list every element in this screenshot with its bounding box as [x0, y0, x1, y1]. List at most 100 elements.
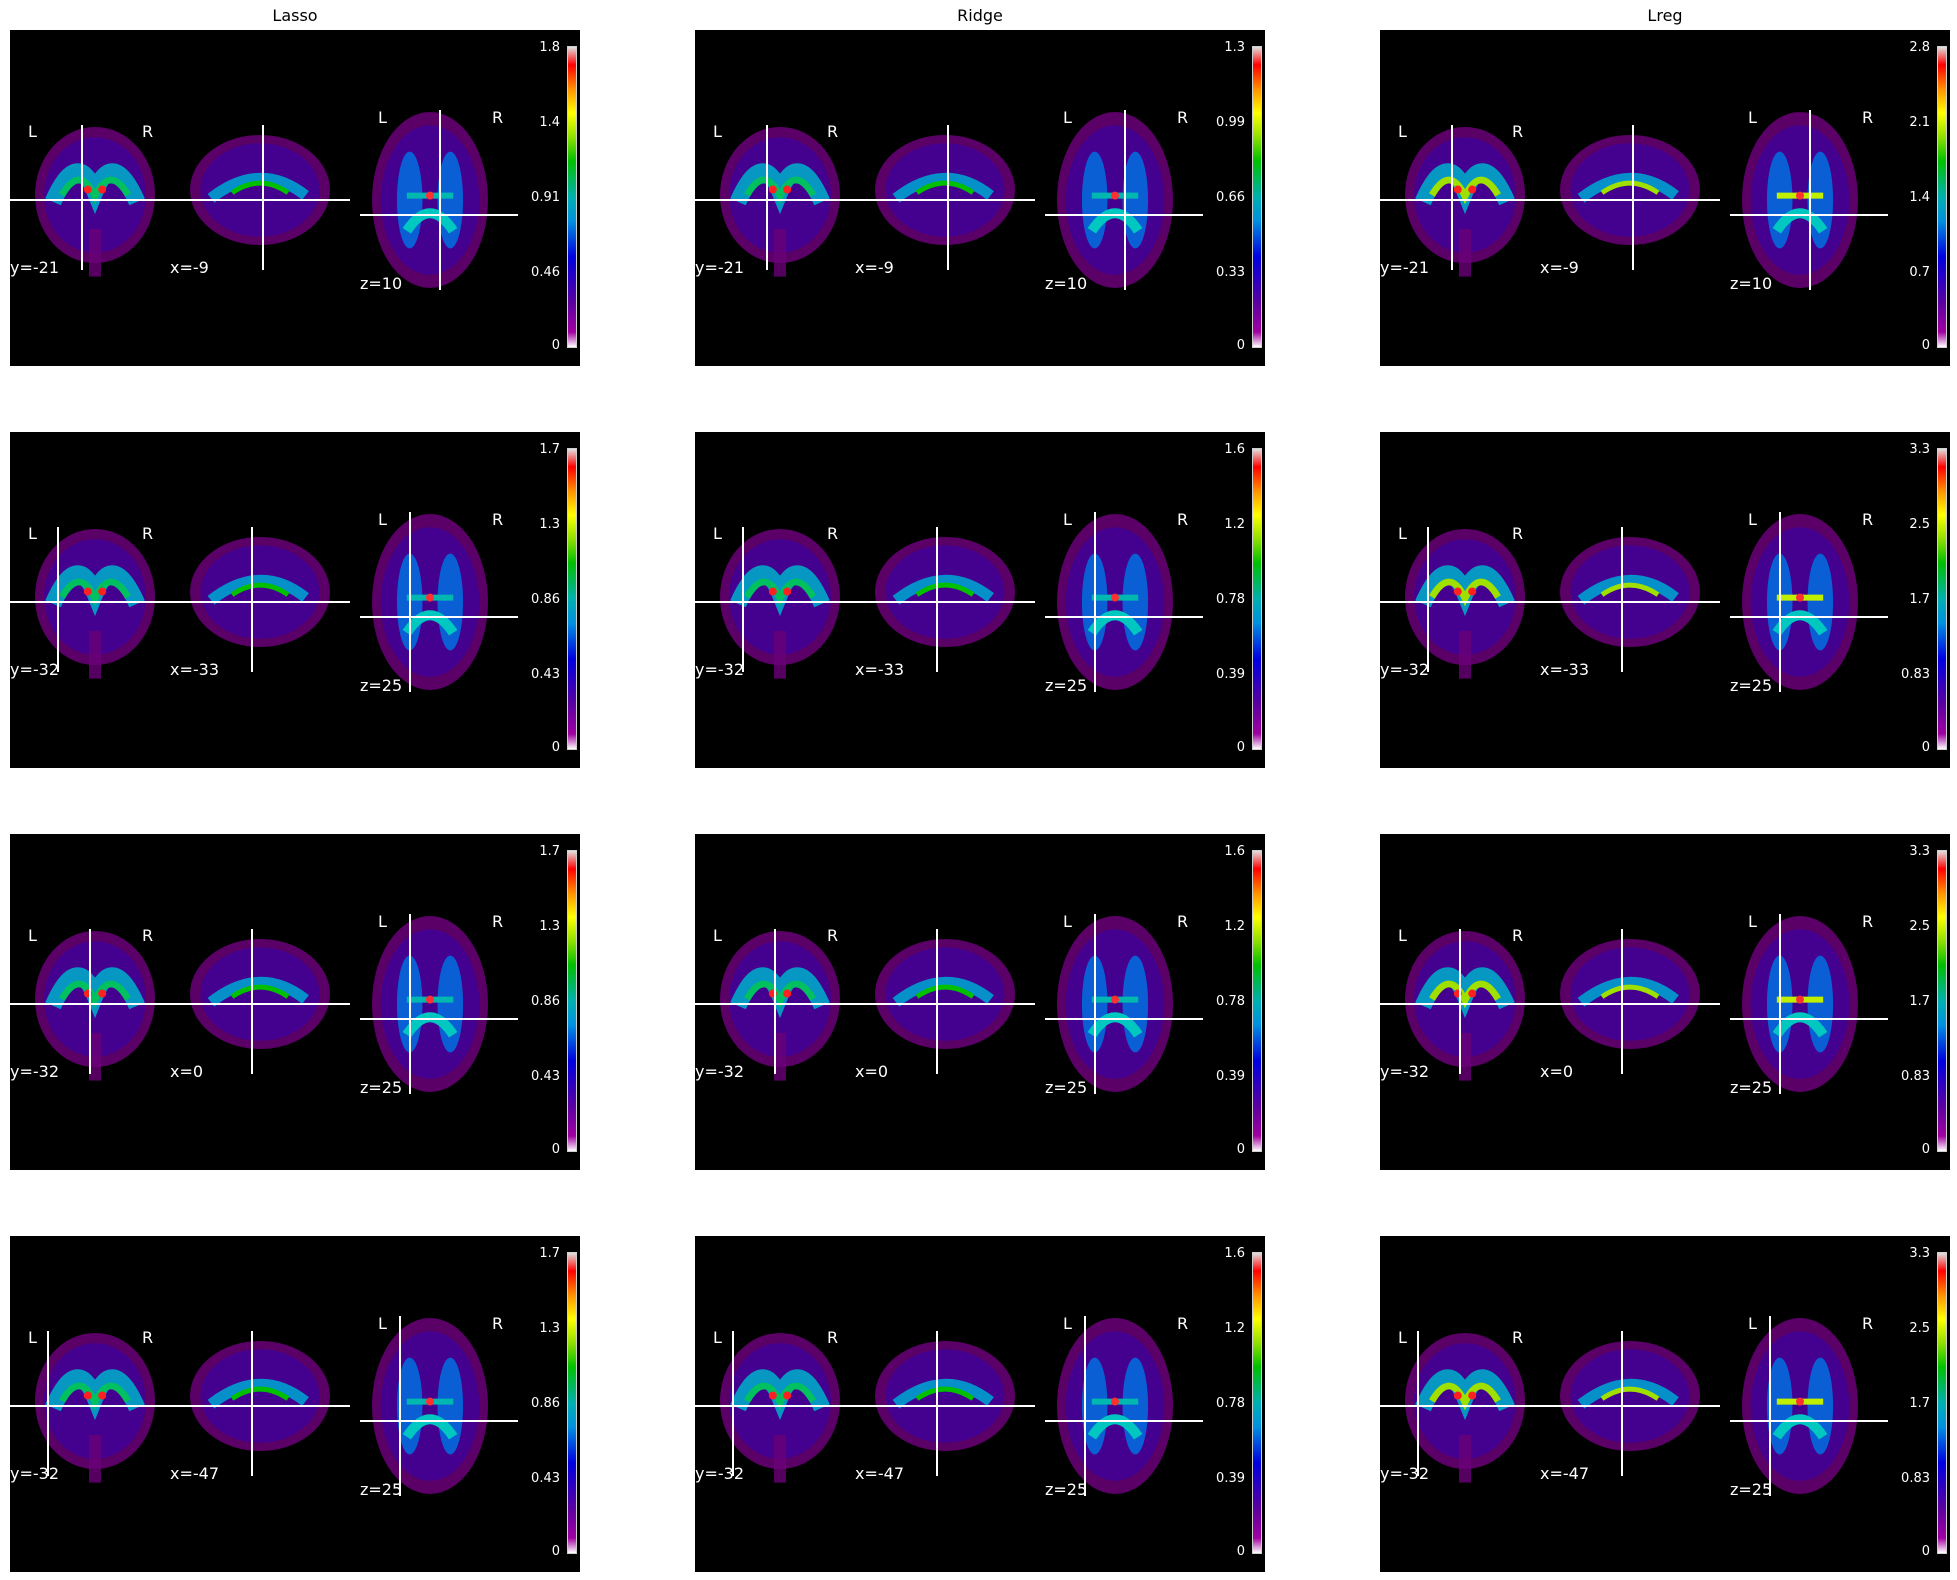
colorbar-tick-label: 0	[551, 338, 560, 353]
brain-slices	[695, 1316, 1203, 1496]
coordinate-label-sagittal: x=-47	[855, 1464, 905, 1483]
axial-slice	[372, 514, 488, 690]
colorbar	[1937, 850, 1947, 1152]
coordinate-label-sagittal: x=0	[855, 1062, 889, 1081]
colorbar-tick-label: 1.7	[1909, 592, 1930, 607]
colorbar-tick-label: 0.33	[1216, 265, 1245, 280]
colorbar-tick-label: 0.43	[531, 667, 560, 682]
coordinate-label-coronal: y=-21	[1380, 258, 1430, 277]
orientation-left-label: L	[713, 1328, 722, 1347]
orientation-left-label: L	[1063, 912, 1072, 931]
colorbar-tick-label: 1.6	[1224, 844, 1245, 859]
orientation-right-label: R	[827, 1328, 839, 1347]
colorbar-tick-label: 0	[1921, 338, 1930, 353]
colorbar-tick-label: 0.7	[1909, 265, 1930, 280]
coordinate-label-sagittal: x=0	[1540, 1062, 1574, 1081]
coordinate-label-sagittal: x=-9	[855, 258, 894, 277]
coordinate-label-axial: z=25	[1730, 676, 1773, 695]
orientation-left-label: L	[1398, 1328, 1407, 1347]
sagittal-slice	[875, 939, 1015, 1049]
axial-slice	[1742, 514, 1858, 690]
colorbar	[1937, 46, 1947, 348]
colorbar	[1252, 850, 1262, 1152]
coronal-slice	[1405, 529, 1525, 679]
orientation-right-label: R	[1177, 510, 1189, 529]
coordinate-label-axial: z=25	[360, 1078, 403, 1097]
colorbar-tick-label: 2.5	[1909, 1321, 1930, 1336]
column-title-ridge: Ridge	[957, 6, 1003, 25]
colorbar-tick-label: 1.3	[539, 1321, 560, 1336]
sagittal-slice	[190, 135, 330, 245]
coordinate-label-coronal: y=-21	[695, 258, 745, 277]
colorbar-tick-label: 0	[1236, 338, 1245, 353]
axial-slice	[1057, 514, 1173, 690]
orientation-right-label: R	[142, 524, 154, 543]
colorbar-tick-label: 0	[1236, 1544, 1245, 1559]
sagittal-slice	[190, 537, 330, 647]
orientation-left-label: L	[713, 122, 722, 141]
orientation-right-label: R	[1512, 926, 1524, 945]
sagittal-slice	[875, 537, 1015, 647]
orientation-right-label: R	[142, 122, 154, 141]
coordinate-label-axial: z=25	[1730, 1480, 1773, 1499]
coronal-slice	[1405, 931, 1525, 1081]
coordinate-label-sagittal: x=0	[170, 1062, 204, 1081]
orientation-right-label: R	[1862, 108, 1874, 127]
coronal-slice	[720, 127, 840, 277]
coordinate-label-axial: z=25	[1045, 1480, 1088, 1499]
brain-slices	[10, 512, 518, 692]
colorbar	[567, 850, 577, 1152]
axial-slice	[372, 1318, 488, 1494]
coordinate-label-axial: z=25	[1045, 676, 1088, 695]
colorbar-tick-label: 3.3	[1909, 844, 1930, 859]
axial-slice	[1742, 916, 1858, 1092]
colorbar	[1252, 46, 1262, 348]
coordinate-label-sagittal: x=-9	[1540, 258, 1579, 277]
colorbar	[1937, 448, 1947, 750]
colorbar-tick-label: 0.43	[531, 1471, 560, 1486]
axial-slice	[1057, 1318, 1173, 1494]
colorbar-tick-label: 0.39	[1216, 667, 1245, 682]
colorbar-tick-label: 0.91	[531, 190, 560, 205]
colorbar-tick-label: 0.83	[1901, 667, 1930, 682]
orientation-right-label: R	[492, 1314, 504, 1333]
brain-slices	[1380, 1316, 1888, 1496]
brain-slices	[695, 512, 1203, 692]
orientation-left-label: L	[1748, 1314, 1757, 1333]
colorbar	[1252, 448, 1262, 750]
colorbar-tick-label: 0.39	[1216, 1069, 1245, 1084]
colorbar-tick-label: 0.66	[1216, 190, 1245, 205]
orientation-left-label: L	[378, 510, 387, 529]
coronal-slice	[35, 931, 155, 1081]
coordinate-label-sagittal: x=-33	[855, 660, 905, 679]
colorbar-tick-label: 1.2	[1224, 919, 1245, 934]
colorbar-tick-label: 0.78	[1216, 592, 1245, 607]
sagittal-slice	[875, 1341, 1015, 1451]
colorbar-tick-label: 0.86	[531, 592, 560, 607]
orientation-left-label: L	[28, 926, 37, 945]
orientation-right-label: R	[1177, 1314, 1189, 1333]
orientation-left-label: L	[1063, 510, 1072, 529]
coronal-slice	[720, 1333, 840, 1483]
coordinate-label-coronal: y=-32	[10, 660, 60, 679]
orientation-left-label: L	[1748, 510, 1757, 529]
coordinate-label-axial: z=10	[1730, 274, 1773, 293]
orientation-right-label: R	[827, 524, 839, 543]
colorbar-tick-label: 1.3	[1224, 40, 1245, 55]
orientation-left-label: L	[1398, 926, 1407, 945]
orientation-right-label: R	[827, 122, 839, 141]
colorbar-tick-label: 2.5	[1909, 919, 1930, 934]
colorbar-tick-label: 2.1	[1909, 115, 1930, 130]
axial-slice	[1057, 112, 1173, 288]
orientation-left-label: L	[1398, 524, 1407, 543]
brain-slices	[1380, 512, 1888, 692]
orientation-right-label: R	[1862, 912, 1874, 931]
brain-slices	[10, 1316, 518, 1496]
